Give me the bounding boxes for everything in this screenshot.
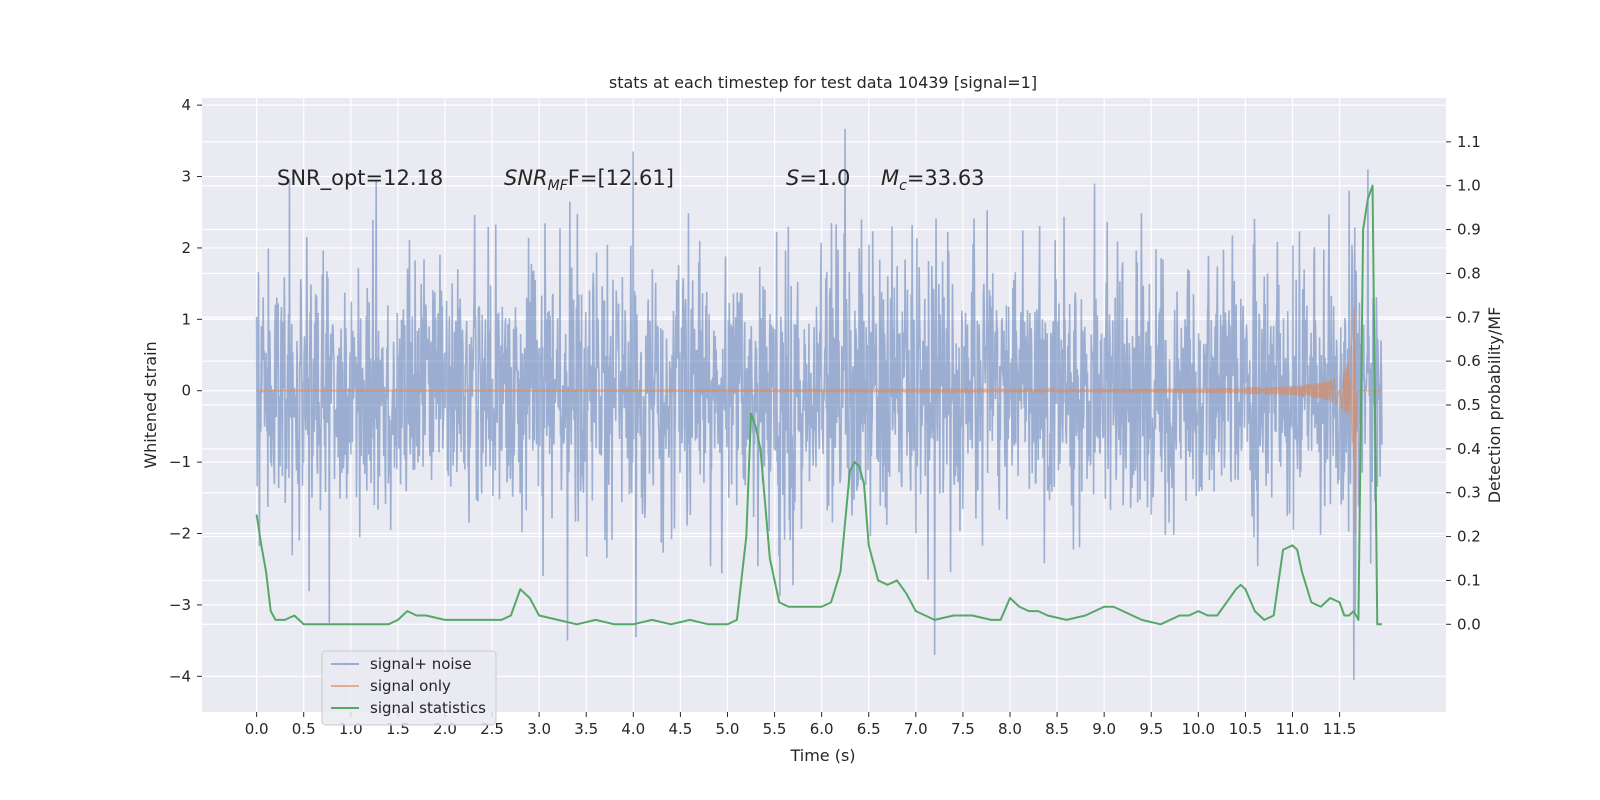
y-right-tick-label: 0.6 (1457, 352, 1481, 370)
x-tick-label: 4.5 (668, 720, 692, 738)
y-right-tick-label: 0.4 (1457, 440, 1481, 458)
x-tick-label: 8.5 (1045, 720, 1069, 738)
y-right-tick-label: 0.7 (1457, 308, 1481, 326)
legend-label-noise: signal+ noise (370, 655, 472, 673)
y-right-tick-label: 0.1 (1457, 571, 1481, 589)
series-signal-statistics (255, 184, 1382, 626)
y-right-tick-label: 0.2 (1457, 528, 1481, 546)
x-tick-label: 5.5 (763, 720, 787, 738)
annotation-snr-mf-value: F=[12.61] (568, 166, 674, 190)
x-tick-label: 7.0 (904, 720, 928, 738)
y-right-tick-label: 0.8 (1457, 264, 1481, 282)
y-right-tick-label: 0.0 (1457, 615, 1481, 633)
x-tick-label: 0.5 (292, 720, 316, 738)
x-tick-label: 0.0 (245, 720, 269, 738)
series-signal-only (256, 308, 1382, 535)
y-left-tick-label: 3 (181, 168, 191, 186)
x-tick-label: 3.5 (574, 720, 598, 738)
x-axis-ticks: 0.0 0.5 1.0 1.5 2.0 2.5 3.0 3.5 4.0 4.5 5.0 5.5 6.0 6… (245, 712, 1356, 738)
y-axis-right-label: Detection probability/MF (1485, 307, 1504, 504)
line-signal-statistics (255, 184, 1382, 626)
chart-title: stats at each timestep for test data 104… (609, 73, 1037, 92)
annotation-mc-sub: c (899, 178, 907, 194)
annotation-mc-value: =33.63 (907, 166, 985, 190)
x-tick-label: 6.5 (857, 720, 881, 738)
y-right-tick-label: 1.1 (1457, 133, 1481, 151)
x-tick-label: 4.0 (621, 720, 645, 738)
annotation-snr-opt: SNR_opt=12.18 (277, 166, 443, 191)
annotation-snr-mf-main: SNR (504, 166, 548, 190)
y-right-tick-label: 0.3 (1457, 484, 1481, 502)
x-axis-label: Time (s) (789, 746, 855, 765)
x-tick-label: 8.0 (998, 720, 1022, 738)
y-axis-left-ticks: −4 −3 −2 −1 0 1 2 3 4 (169, 96, 202, 685)
legend: signal+ noise signal only signal statist… (321, 650, 497, 726)
y-left-tick-label: 4 (181, 96, 191, 114)
y-left-tick-label: 0 (181, 382, 191, 400)
annotation-s-value: =1.0 (799, 166, 850, 190)
legend-label-signal: signal only (370, 677, 451, 695)
x-tick-label: 11.5 (1323, 720, 1356, 738)
y-right-tick-label: 0.9 (1457, 221, 1481, 239)
annotation-snr-mf-sub: MF (548, 178, 569, 194)
x-tick-label: 5.0 (716, 720, 740, 738)
annotation-snr-mf: SNRMFF=[12.61] (504, 166, 674, 194)
y-left-tick-label: −4 (169, 667, 191, 685)
annotation-s: S=1.0 (786, 166, 850, 190)
legend-label-stats: signal statistics (370, 699, 486, 717)
annotation-s-symbol: S (786, 166, 799, 190)
line-signal-only (256, 308, 1382, 535)
y-axis-right-ticks: 0.0 0.1 0.2 0.3 0.4 0.5 0.6 0.7 0.8 0.9 1.0 1.1 (1446, 133, 1481, 633)
x-tick-label: 3.0 (527, 720, 551, 738)
annotation-mc-symbol: M (881, 166, 899, 190)
y-left-tick-label: 2 (181, 239, 191, 257)
annotation-mc: Mc=33.63 (881, 166, 985, 194)
y-left-tick-label: 1 (181, 310, 191, 328)
y-axis-left-label: Whitened strain (141, 341, 160, 468)
y-left-tick-label: −2 (169, 525, 191, 543)
x-tick-label: 10.0 (1182, 720, 1215, 738)
x-tick-label: 7.5 (951, 720, 975, 738)
x-tick-label: 10.5 (1229, 720, 1262, 738)
x-tick-label: 9.0 (1092, 720, 1116, 738)
y-left-tick-label: −1 (169, 453, 191, 471)
y-right-tick-label: 0.5 (1457, 396, 1481, 414)
legend-box (321, 650, 497, 726)
x-tick-label: 11.0 (1276, 720, 1309, 738)
y-right-tick-label: 1.0 (1457, 177, 1481, 195)
x-tick-label: 6.0 (810, 720, 834, 738)
x-tick-label: 9.5 (1139, 720, 1163, 738)
y-left-tick-label: −3 (169, 596, 191, 614)
